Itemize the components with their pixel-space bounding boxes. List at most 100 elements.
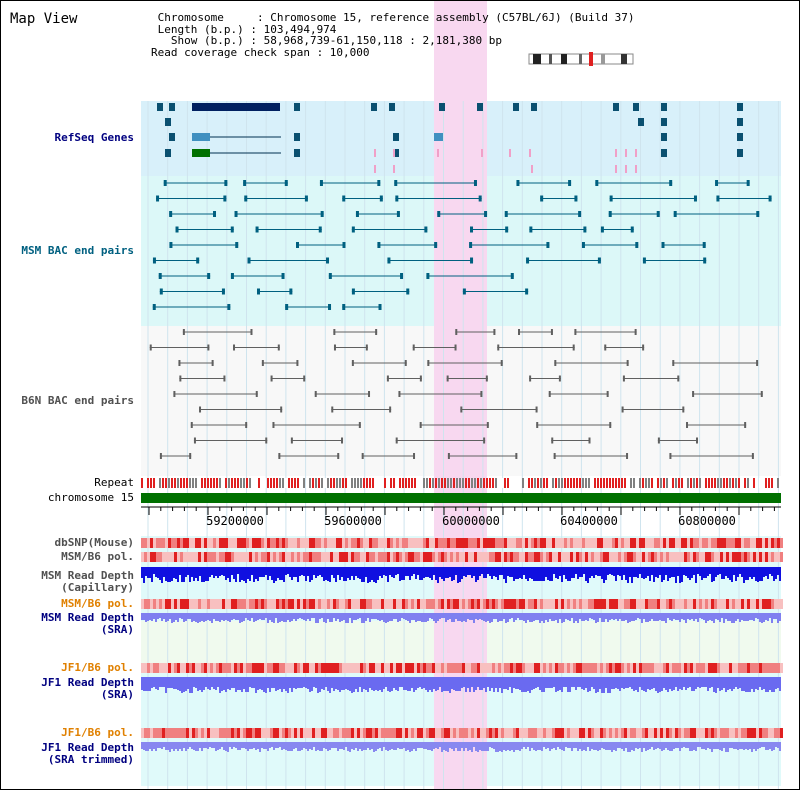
polymorphism-strip (771, 599, 774, 609)
read-depth-bar (579, 742, 581, 749)
polymorphism-strip (195, 599, 198, 609)
repeat-segment (378, 478, 380, 488)
read-depth-bar (287, 742, 289, 751)
read-depth-bar (767, 613, 769, 621)
polymorphism-strip (228, 728, 231, 738)
polymorphism-strip (246, 728, 249, 738)
read-depth-bar (743, 613, 745, 621)
read-depth-bar (709, 567, 711, 574)
repeat-segment (771, 478, 773, 488)
track-label-jf1-depth-sra[interactable]: JF1 Read Depth (SRA) (41, 677, 134, 701)
polymorphism-strip (516, 599, 519, 609)
read-depth-bar (265, 742, 267, 749)
read-depth-bar (351, 613, 353, 623)
track-label-msm-b6-pol[interactable]: MSM/B6 pol. (61, 550, 134, 563)
track-label-msm-depth-sra[interactable]: MSM Read Depth (SRA) (41, 612, 134, 636)
track-label-b6n-bac[interactable]: B6N BAC end pairs (21, 394, 134, 407)
track-label-jf1-b6-pol[interactable]: JF1/B6 pol. (61, 661, 134, 674)
refseq-gene (434, 133, 443, 141)
polymorphism-strip (672, 552, 675, 562)
track-label-msm-bac[interactable]: MSM BAC end pairs (21, 244, 134, 257)
read-depth-bar (541, 742, 543, 751)
polymorphism-strip (429, 538, 432, 548)
polymorphism-strip (780, 538, 783, 548)
b6n-bac-end (375, 329, 378, 335)
msm-bac-end (529, 226, 533, 233)
polymorphism-strip (186, 728, 189, 738)
polymorphism-strip (339, 599, 342, 609)
polymorphism-strip (174, 599, 177, 609)
read-depth-bar (577, 613, 579, 623)
msm-bac-end (351, 288, 355, 295)
info-chromosome: Chromosome : Chromosome 15, reference as… (151, 11, 635, 24)
polymorphism-strip (534, 663, 537, 673)
track-label-jf1-depth-trimmed[interactable]: JF1 Read Depth (SRA trimmed) (41, 742, 134, 766)
polymorphism-strip (633, 728, 636, 738)
read-depth-bar (699, 742, 701, 747)
b6n-bac-end (412, 344, 415, 351)
read-depth-bar (643, 567, 645, 579)
read-depth-bar (339, 613, 341, 622)
read-depth-bar (249, 613, 251, 621)
polymorphism-strip (324, 552, 327, 562)
read-depth-bar (519, 613, 521, 620)
polymorphism-strip (312, 599, 315, 609)
msm-bac-end (230, 273, 234, 279)
track-label-dbsnp[interactable]: dbSNP(Mouse) (54, 536, 134, 549)
read-depth-bar (571, 742, 573, 751)
polymorphism-strip (270, 552, 273, 562)
b6n-bac-end (609, 422, 612, 428)
refseq-pink-mark (509, 149, 511, 157)
polymorphism-strip (423, 663, 426, 673)
b6n-bac-end (280, 406, 283, 413)
track-label-jf1-b6-pol-2[interactable]: JF1/B6 pol. (61, 726, 134, 739)
read-depth-bar (693, 742, 695, 750)
polymorphism-strip (390, 728, 393, 738)
read-depth-bar (409, 742, 411, 752)
read-depth-bar (485, 613, 487, 622)
read-depth-bar (361, 613, 363, 623)
polymorphism-strip (480, 663, 483, 673)
read-depth-bar (497, 742, 499, 752)
polymorphism-strip (612, 599, 615, 609)
read-depth-bar (459, 742, 461, 751)
polymorphism-strip (351, 728, 354, 738)
polymorphism-strip (621, 663, 624, 673)
polymorphism-strip (528, 663, 531, 673)
b6n-bac-end (250, 329, 253, 335)
read-depth-bar (619, 742, 621, 748)
read-depth-bar (631, 567, 633, 583)
read-depth-bar (201, 742, 203, 751)
polymorphism-strip (711, 552, 714, 562)
polymorphism-strip (360, 728, 363, 738)
polymorphism-strip (699, 599, 702, 609)
track-label-refseq[interactable]: RefSeq Genes (54, 131, 134, 144)
read-depth-bar (603, 677, 605, 693)
refseq-gene-marker (165, 149, 171, 157)
read-depth-bar (153, 742, 155, 749)
read-depth-bar (559, 677, 561, 690)
track-label-msm-depth-capillary[interactable]: MSM Read Depth (Capillary) (41, 570, 134, 594)
repeat-segment (465, 478, 467, 488)
read-depth-bar (661, 742, 663, 751)
polymorphism-strip (243, 599, 246, 609)
polymorphism-strip (591, 552, 594, 562)
read-depth-bar (331, 567, 333, 575)
polymorphism-strip (429, 663, 432, 673)
read-depth-bar (747, 613, 749, 621)
read-depth-bar (635, 613, 637, 620)
read-depth-bar (589, 567, 591, 578)
polymorphism-strip (759, 728, 762, 738)
b6n-bac-end (515, 453, 518, 459)
read-depth-bar (549, 613, 551, 619)
polymorphism-strip (165, 538, 168, 548)
read-depth-bar (697, 742, 699, 747)
polymorphism-strip (393, 538, 396, 548)
polymorphism-strip (705, 728, 708, 738)
polymorphism-strip (603, 552, 606, 562)
polymorphism-strip (654, 538, 657, 548)
read-depth-bar (505, 613, 507, 623)
polymorphism-strip (708, 538, 711, 548)
track-label-msm-b6-pol-2[interactable]: MSM/B6 pol. (61, 597, 134, 610)
read-depth-bar (383, 613, 385, 622)
